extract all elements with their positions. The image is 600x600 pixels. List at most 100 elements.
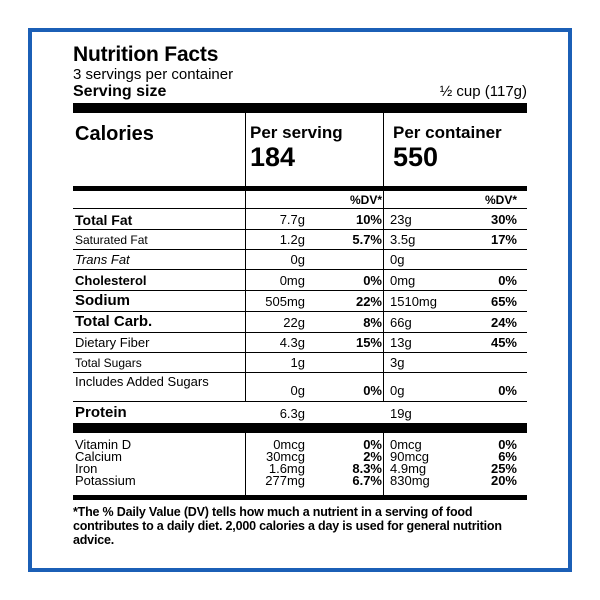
vitamin-name: Iron: [75, 461, 98, 476]
vitamin-container-dv: 6%: [498, 449, 517, 464]
nutrient-row-protein: Protein 6.3g 19g: [73, 401, 527, 423]
nutrient-serving-dv: 15%: [355, 335, 382, 350]
nutrient-serving-amount: 6.3g: [279, 406, 305, 421]
nutrient-container-amount: 1510mg: [390, 294, 437, 309]
nutrient-container-amount: 66g: [390, 315, 412, 330]
nutrient-name: Total Sugars: [75, 356, 142, 370]
vitamin-serving-amount: 277mg: [265, 473, 305, 488]
vitamin-serving-dv: 0%: [363, 437, 382, 452]
per-container-label: Per container: [393, 123, 502, 142]
calories-section: Calories Per serving 184 Per container 5…: [73, 113, 527, 186]
nutrient-row-saturated-fat: Saturated Fat 1.2g 5.7% 3.5g 17%: [73, 229, 527, 249]
nutrient-serving-amount: 0g: [290, 383, 305, 398]
nutrient-name: Dietary Fiber: [75, 335, 150, 350]
nutrition-facts-label: Nutrition Facts 3 servings per container…: [73, 44, 527, 547]
vitamin-container-amount: 90mcg: [390, 449, 430, 464]
nutrient-name: Sodium: [75, 292, 130, 309]
vitamin-container-amount: 4.9mg: [390, 461, 427, 476]
vitamin-name: Vitamin D: [75, 437, 132, 452]
nutrient-row-total-fat: Total Fat 7.7g 10% 23g 30%: [73, 208, 527, 229]
nutrient-name: Protein: [75, 404, 127, 421]
daily-value-footnote: *The % Daily Value (DV) tells how much a…: [73, 505, 502, 547]
nutrient-name: Trans Fat: [75, 252, 130, 267]
vitamin-container-amount: 830mg: [390, 473, 430, 488]
nutrient-serving-dv: 0%: [363, 273, 382, 288]
vitamin-serving-amount: 30mcg: [265, 449, 305, 464]
nutrient-serving-dv: 10%: [355, 212, 382, 227]
nutrient-container-dv: 24%: [490, 315, 517, 330]
nutrient-name: Cholesterol: [75, 273, 147, 288]
nutrient-row-cholesterol: Cholesterol 0mg 0% 0mg 0%: [73, 269, 527, 290]
nutrient-serving-amount: 1.2g: [279, 232, 305, 247]
nutrient-container-amount: 0g: [390, 252, 405, 267]
per-serving-column: Per serving 184: [250, 123, 343, 172]
label-title: Nutrition Facts: [73, 43, 219, 66]
nutrient-container-amount: 0g: [390, 383, 405, 398]
vitamin-name: Potassium: [75, 473, 136, 488]
vitamin-row-potassium: Potassium 277mg 6.7% 830mg 20%: [73, 473, 527, 488]
column-divider: [245, 433, 246, 495]
per-serving-label: Per serving: [250, 123, 343, 142]
thick-divider: [73, 423, 527, 433]
medium-divider: [73, 186, 527, 191]
nutrient-container-dv: 0%: [498, 273, 517, 288]
vitamin-row-calcium: Calcium 30mcg 2% 90mcg 6%: [73, 449, 527, 464]
nutrient-row-trans-fat: Trans Fat 0g 0g: [73, 249, 527, 269]
nutrient-serving-dv: 5.7%: [352, 232, 382, 247]
column-divider: [245, 113, 246, 186]
dv-header-row: %DV* %DV*: [73, 191, 527, 208]
nutrient-row-total-carb: Total Carb. 22g 8% 66g 24%: [73, 311, 527, 332]
nutrient-container-amount: 0mg: [390, 273, 416, 288]
column-divider: [383, 113, 384, 186]
vitamin-container-dv: 0%: [498, 437, 517, 452]
nutrient-container-dv: 45%: [490, 335, 517, 350]
medium-divider: [73, 495, 527, 500]
nutrient-name: Saturated Fat: [75, 233, 148, 247]
vitamin-container-dv: 20%: [490, 473, 517, 488]
nutrient-container-amount: 3.5g: [390, 232, 416, 247]
nutrient-row-dietary-fiber: Dietary Fiber 4.3g 15% 13g 45%: [73, 332, 527, 352]
nutrient-row-added-sugars: Includes Added Sugars 0g 0% 0g 0%: [73, 372, 527, 401]
label-border: [28, 28, 572, 572]
dv-header-serving: %DV*: [349, 193, 382, 207]
nutrient-table: %DV* %DV* Total Fat 7.7g 10% 23g 30% Sat…: [73, 191, 527, 423]
nutrient-serving-dv: 8%: [363, 315, 382, 330]
serving-size-value: ½ cup (117g): [439, 83, 527, 100]
calories-per-container: 550: [393, 142, 439, 172]
calories-label: Calories: [75, 123, 154, 145]
nutrient-container-amount: 3g: [390, 355, 405, 370]
vitamin-serving-amount: 0mcg: [273, 437, 305, 452]
nutrient-container-amount: 23g: [390, 212, 412, 227]
dv-header-container: %DV*: [484, 193, 517, 207]
nutrient-serving-dv: 22%: [355, 294, 382, 309]
nutrient-row-sodium: Sodium 505mg 22% 1510mg 65%: [73, 290, 527, 311]
nutrient-container-amount: 19g: [390, 406, 412, 421]
vitamin-serving-dv: 2%: [363, 449, 382, 464]
nutrient-serving-dv: 0%: [363, 383, 382, 398]
vitamin-container-dv: 25%: [490, 461, 517, 476]
nutrient-container-dv: 30%: [490, 212, 517, 227]
nutrient-serving-amount: 4.3g: [279, 335, 305, 350]
nutrient-serving-amount: 0g: [290, 252, 305, 267]
nutrient-container-dv: 17%: [490, 232, 517, 247]
nutrient-serving-amount: 505mg: [265, 294, 305, 309]
nutrient-serving-amount: 22g: [283, 315, 305, 330]
per-container-column: Per container 550: [393, 123, 502, 172]
vitamins-section: Vitamin D 0mcg 0% 0mcg 0% Calcium 30mcg …: [73, 433, 527, 495]
servings-per-container: 3 servings per container: [73, 66, 234, 83]
vitamin-row-iron: Iron 1.6mg 8.3% 4.9mg 25%: [73, 461, 527, 476]
nutrient-container-dv: 0%: [498, 383, 517, 398]
vitamin-row-vitamin-d: Vitamin D 0mcg 0% 0mcg 0%: [73, 437, 527, 452]
nutrient-name: Includes Added Sugars: [75, 374, 209, 389]
vitamin-serving-amount: 1.6mg: [268, 461, 305, 476]
nutrient-row-total-sugars: Total Sugars 1g 3g: [73, 352, 527, 372]
vitamin-serving-dv: 6.7%: [352, 473, 382, 488]
nutrient-serving-amount: 1g: [290, 355, 305, 370]
nutrient-container-dv: 65%: [490, 294, 517, 309]
vitamin-container-amount: 0mcg: [390, 437, 422, 452]
calories-per-serving: 184: [250, 142, 296, 172]
serving-size-label: Serving size: [73, 83, 167, 100]
column-divider: [383, 433, 384, 495]
nutrient-name: Total Carb.: [75, 313, 153, 330]
serving-size-row: Serving size ½ cup (117g): [73, 83, 527, 100]
